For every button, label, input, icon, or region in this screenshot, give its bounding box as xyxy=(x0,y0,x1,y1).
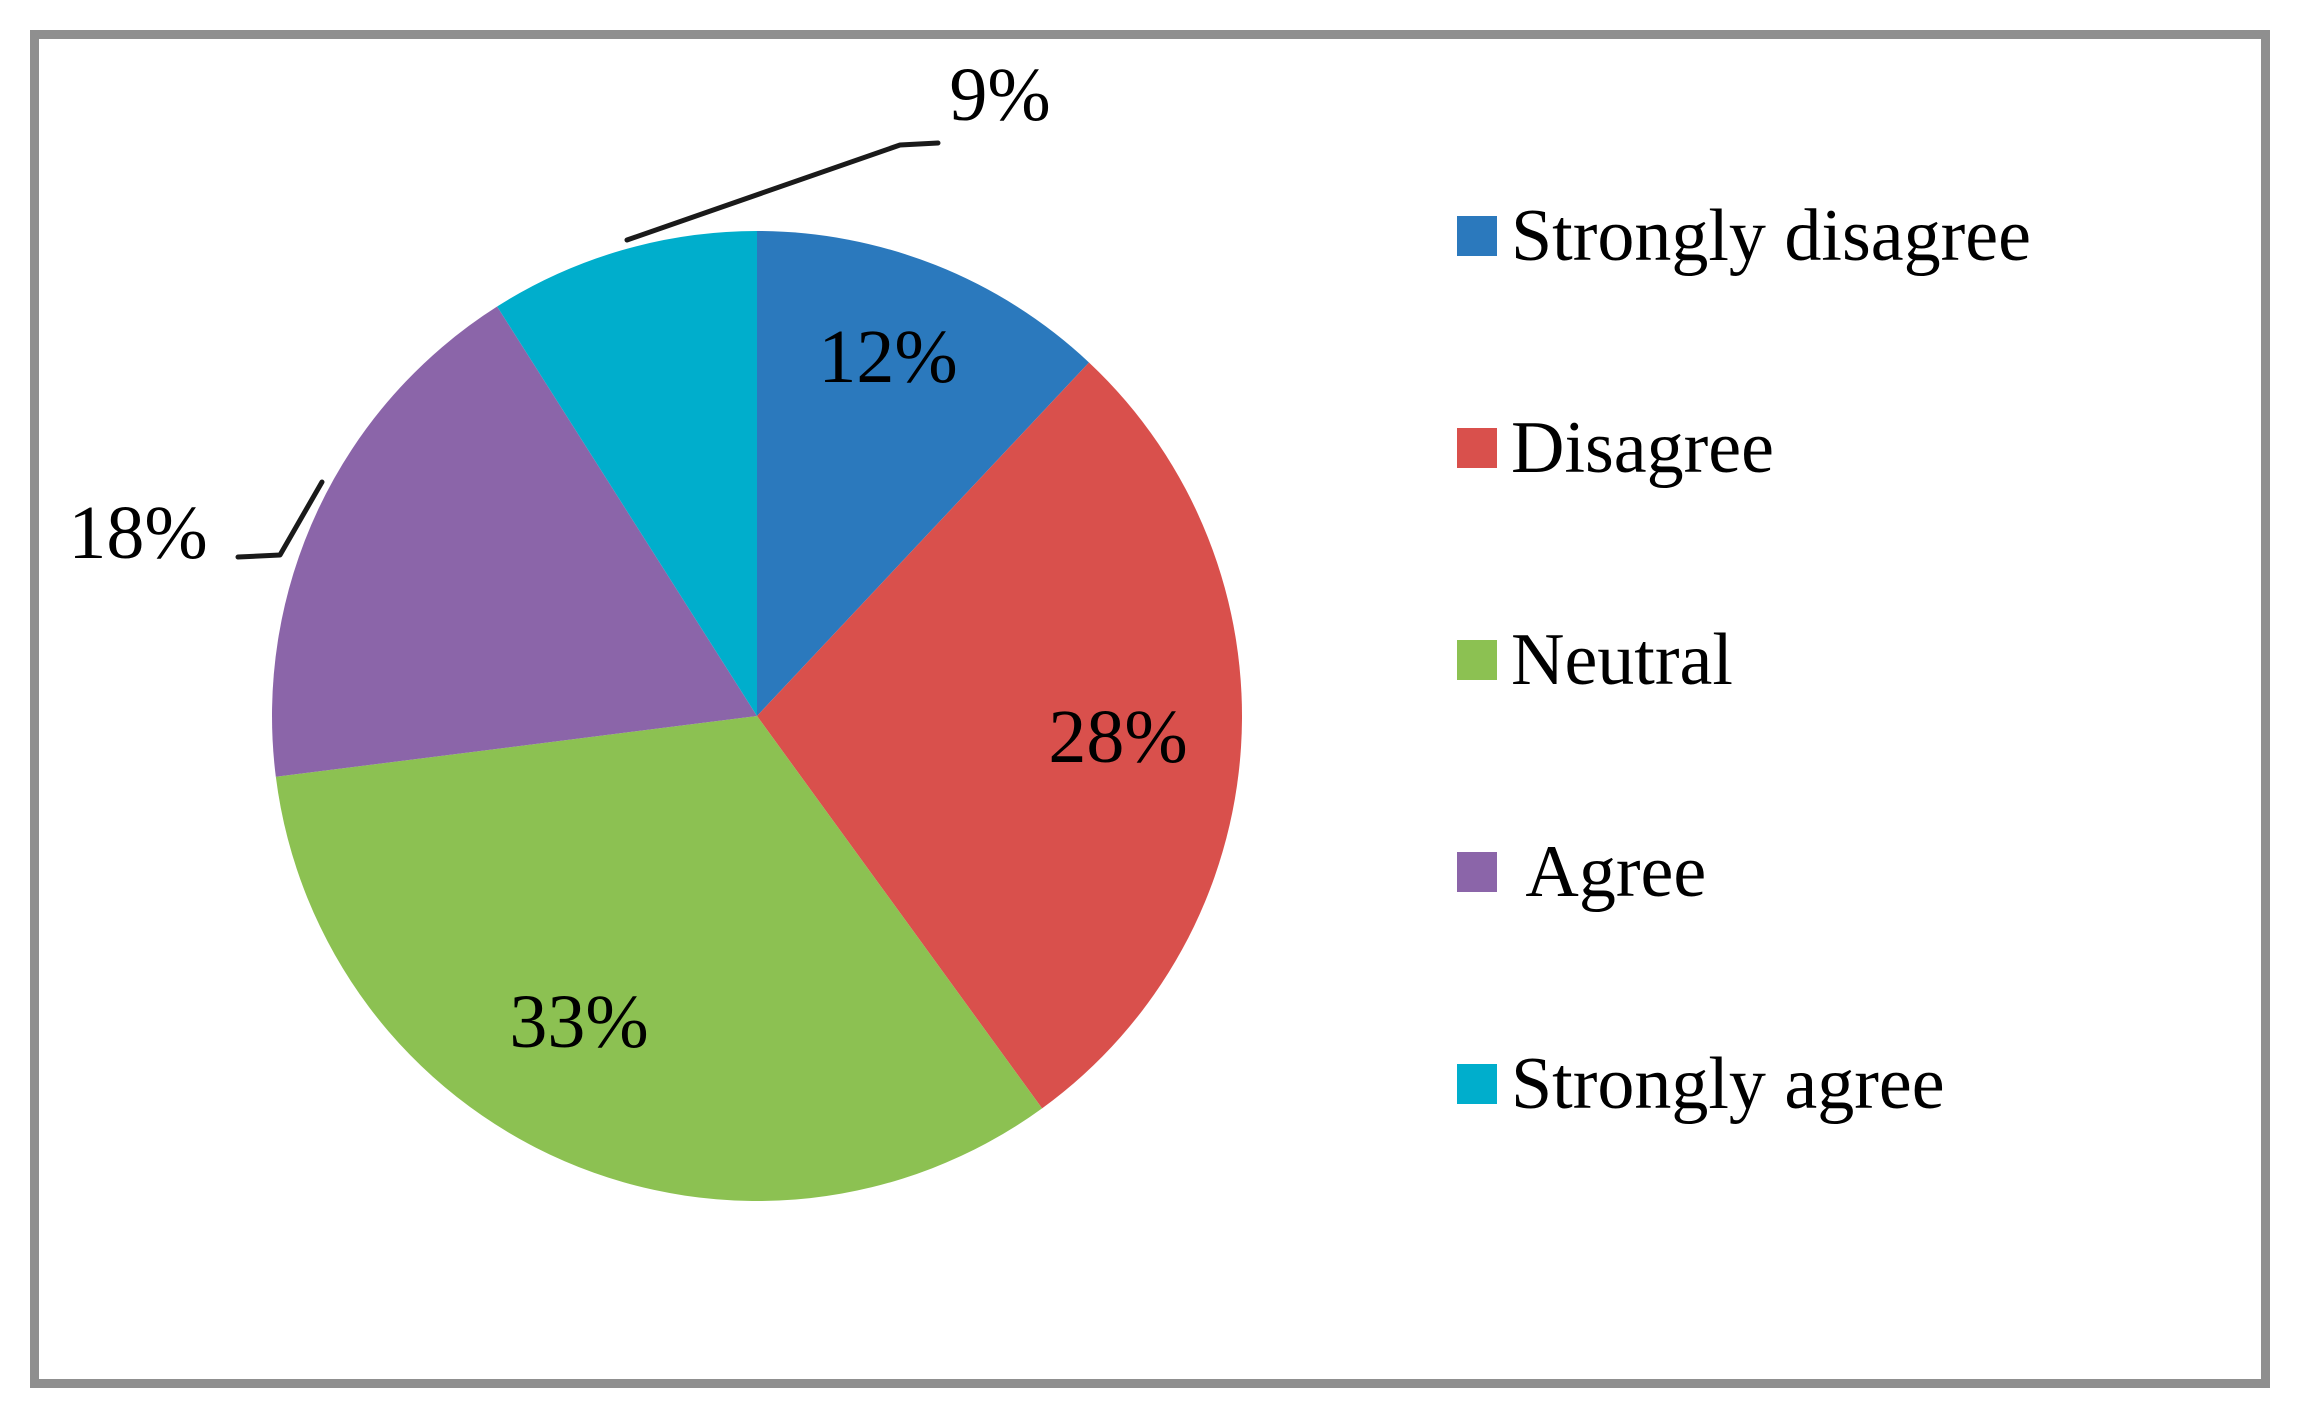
legend-label-agree: Agree xyxy=(1511,831,1707,913)
legend-swatch-strongly-disagree xyxy=(1457,216,1497,256)
legend-label-strongly-disagree: Strongly disagree xyxy=(1511,195,2031,277)
legend-swatch-disagree xyxy=(1457,428,1497,468)
legend-swatch-neutral xyxy=(1457,640,1497,680)
legend-row-strongly-disagree: Strongly disagree xyxy=(1457,193,2031,279)
leader-line-strongly-agree xyxy=(624,140,941,243)
legend-label-neutral: Neutral xyxy=(1511,619,1733,701)
slice-label-neutral: 33% xyxy=(509,980,648,1064)
pie-slice-strongly-disagree xyxy=(757,231,1090,716)
slice-label-strongly-agree: 9% xyxy=(949,53,1050,137)
leader-line-agree xyxy=(235,479,325,560)
slice-label-disagree: 28% xyxy=(1048,695,1187,779)
legend-row-neutral: Neutral xyxy=(1457,617,2031,703)
legend-label-disagree: Disagree xyxy=(1511,407,1774,489)
slice-label-strongly-disagree: 12% xyxy=(818,315,957,399)
legend-row-strongly-agree: Strongly agree xyxy=(1457,1041,2031,1127)
pie-slice-agree xyxy=(271,306,757,777)
legend-swatch-strongly-agree xyxy=(1457,1064,1497,1104)
slice-label-agree: 18% xyxy=(68,491,207,575)
pie-slice-disagree xyxy=(757,362,1242,1109)
legend-row-agree: Agree xyxy=(1457,829,2031,915)
pie-slice-neutral xyxy=(275,716,1043,1201)
legend-swatch-agree xyxy=(1457,852,1497,892)
pie-slice-strongly-agree xyxy=(497,231,757,716)
legend-label-strongly-agree: Strongly agree xyxy=(1511,1043,1945,1125)
legend-row-disagree: Disagree xyxy=(1457,405,2031,491)
legend: Strongly disagree Disagree Neutral Agree St… xyxy=(1457,193,2031,1127)
